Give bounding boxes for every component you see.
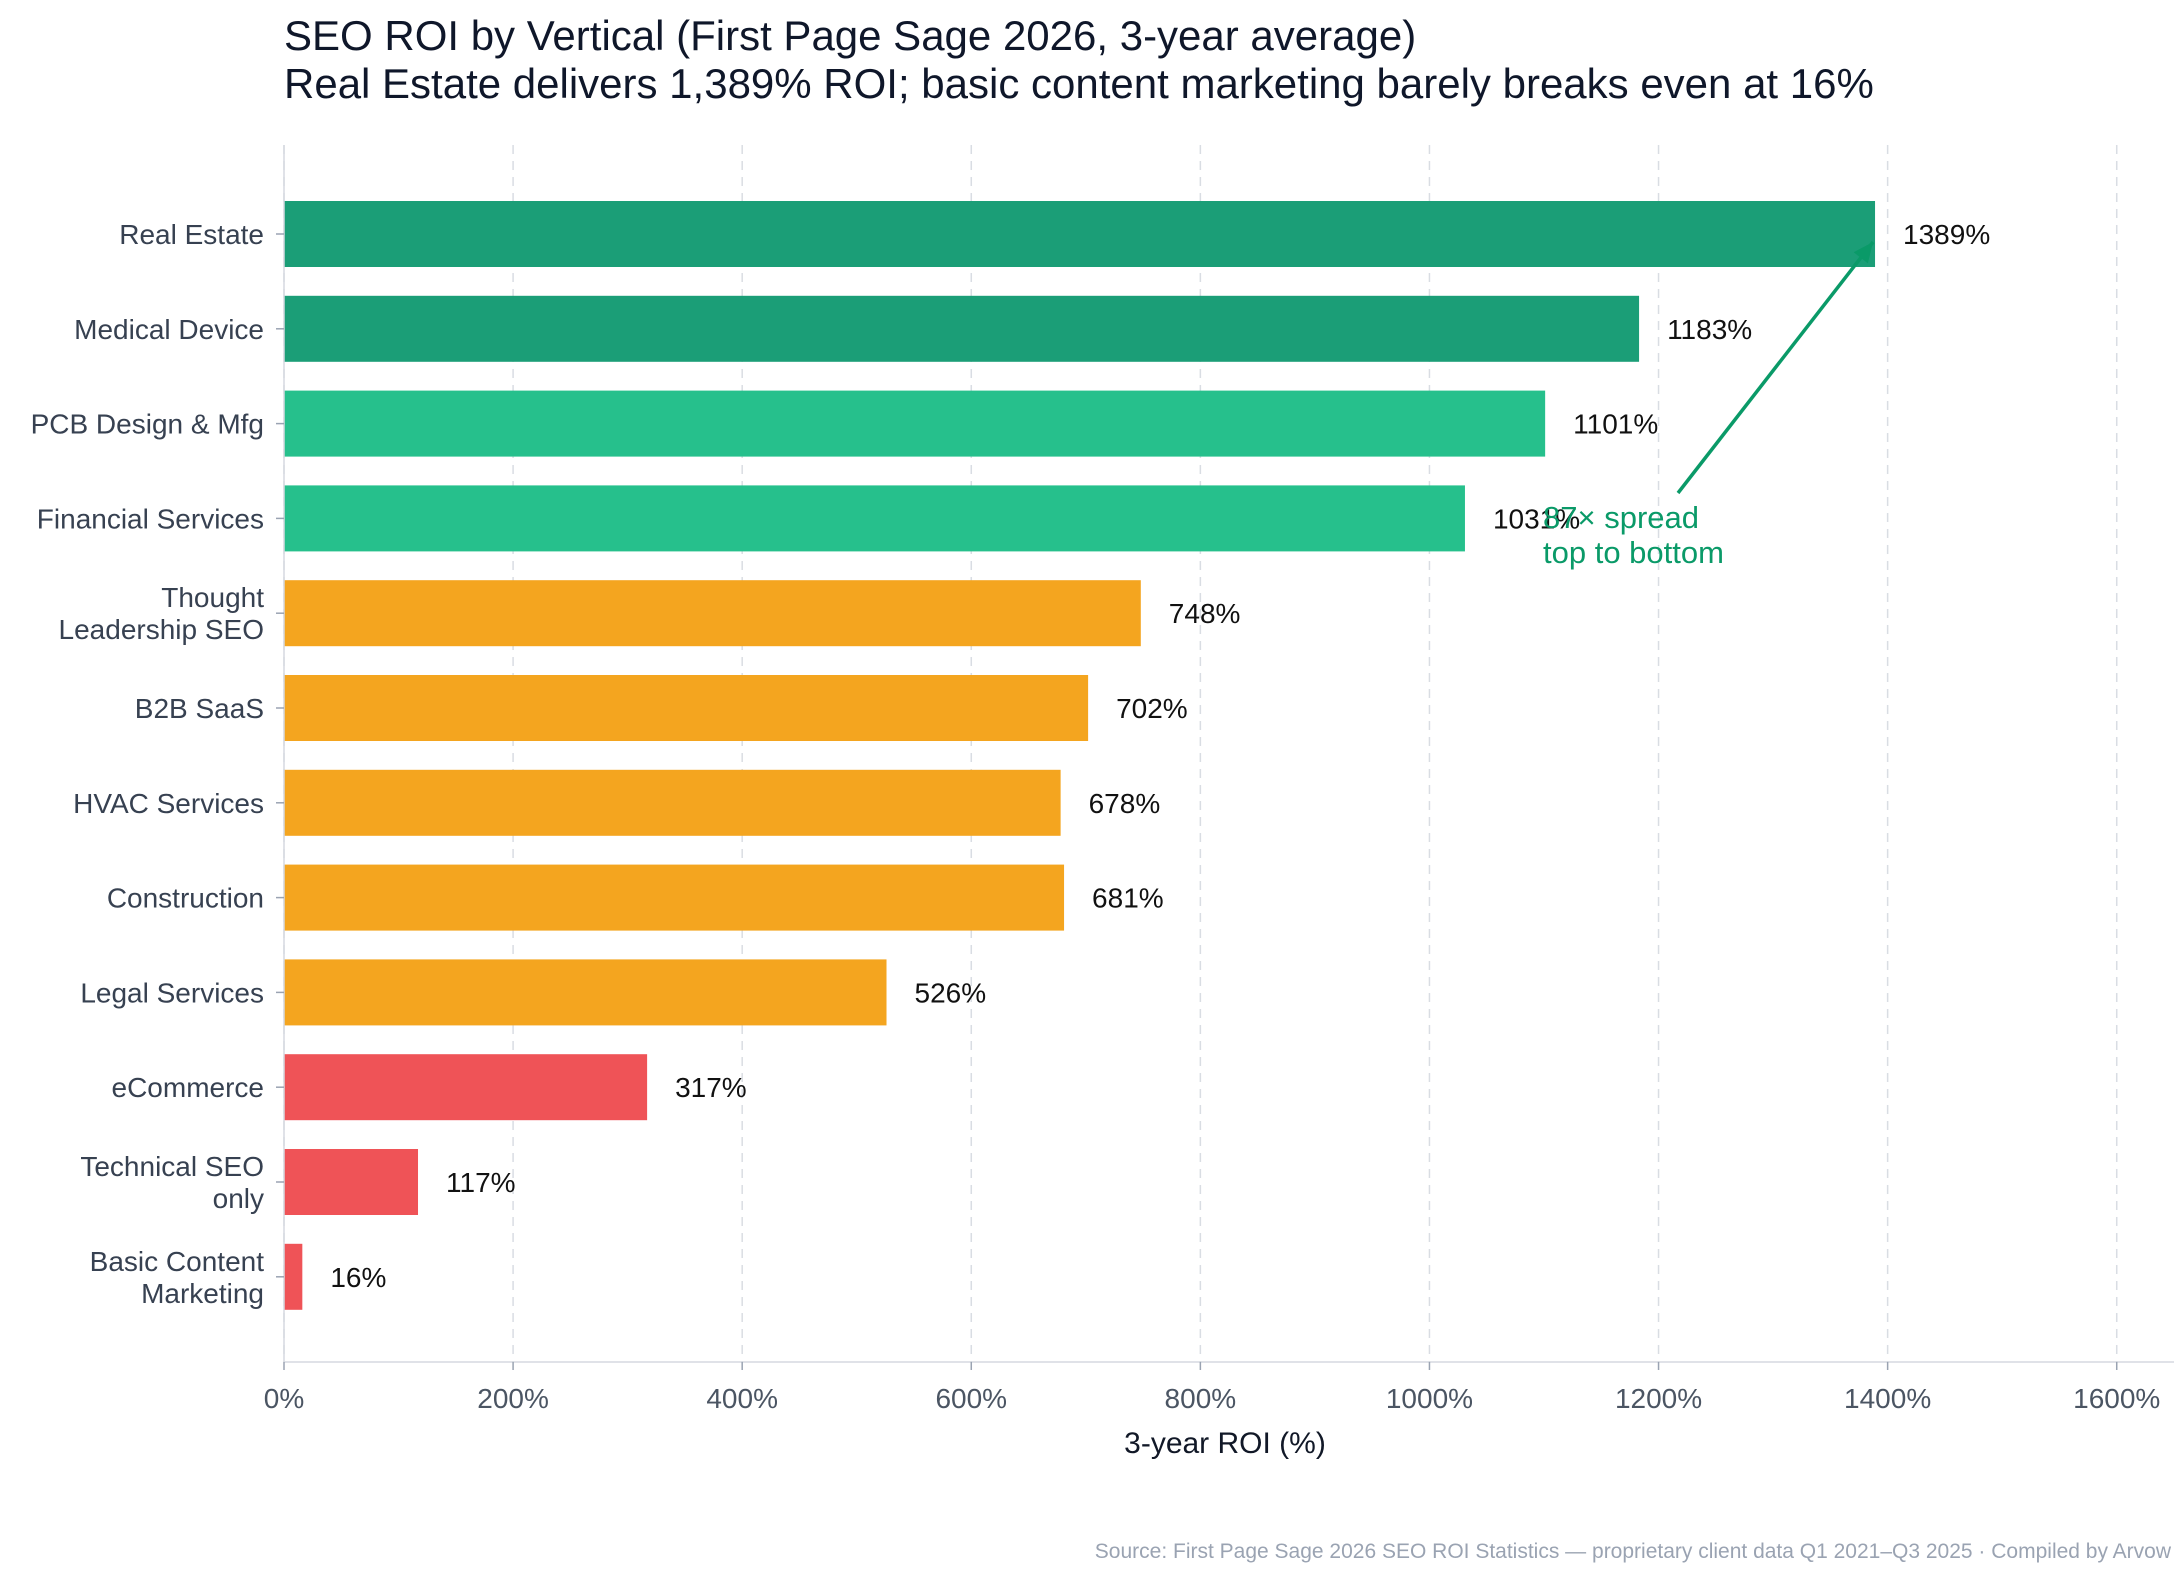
category-label: B2B SaaS <box>135 693 264 724</box>
category-label-line: Medical Device <box>74 314 264 345</box>
category-label: Technical SEO only <box>80 1151 264 1214</box>
chart-title: SEO ROI by Vertical (First Page Sage 202… <box>284 12 1417 59</box>
category-label: Real Estate <box>119 219 264 250</box>
category-label-line: Marketing <box>141 1278 264 1309</box>
bar <box>284 769 1061 836</box>
annotation-text-line: 87× spread <box>1543 500 1699 535</box>
category-label-line: HVAC Services <box>73 788 264 819</box>
category-label-line: only <box>213 1183 264 1214</box>
value-label: 678% <box>1089 788 1161 819</box>
value-label: 526% <box>915 977 987 1008</box>
x-tick-label: 200% <box>477 1383 549 1414</box>
x-tick-label: 1600% <box>2073 1383 2160 1414</box>
x-tick-label: 600% <box>935 1383 1007 1414</box>
bar <box>284 1149 419 1215</box>
category-label-line: Thought <box>161 582 264 613</box>
annotation-arrow <box>1676 240 1875 495</box>
category-label: Legal Services <box>80 977 264 1008</box>
annotation-text-line: top to bottom <box>1543 535 1724 570</box>
category-label-line: Basic Content <box>90 1246 265 1277</box>
category-label-line: Legal Services <box>80 977 264 1008</box>
value-label: 117% <box>446 1167 516 1198</box>
value-label: 748% <box>1169 598 1241 629</box>
category-label-line: eCommerce <box>112 1072 264 1103</box>
annotation: 87× spread top to bottom <box>1543 240 1875 570</box>
category-label: Medical Device <box>74 314 264 345</box>
category-label: eCommerce <box>112 1072 264 1103</box>
axes: 0% 200% 400% 600% 800% 1000% 1200% 1400% 1600% 3-… <box>31 145 2174 1460</box>
bar <box>284 390 1546 457</box>
value-labels: 1389% 1183% 1101% 1031% 748% 702% 678% 681% 526%… <box>330 219 1990 1293</box>
bar <box>284 1054 648 1121</box>
value-label: 681% <box>1092 883 1164 914</box>
source-note: Source: First Page Sage 2026 SEO ROI Sta… <box>1094 1540 2171 1563</box>
bars <box>284 201 1876 1310</box>
value-label: 702% <box>1116 693 1188 724</box>
bar <box>284 485 1465 552</box>
bar <box>284 959 887 1026</box>
bar <box>284 201 1876 267</box>
x-tick-label: 0% <box>264 1383 304 1414</box>
category-label: HVAC Services <box>73 788 264 819</box>
x-tick-label: 400% <box>706 1383 778 1414</box>
category-label: Basic Content Marketing <box>90 1246 265 1309</box>
category-label-line: Construction <box>107 883 264 914</box>
value-label: 1389% <box>1903 219 1990 250</box>
value-label: 1031% <box>1493 503 1580 534</box>
category-label-line: B2B SaaS <box>135 693 264 724</box>
value-label: 16% <box>330 1262 386 1293</box>
bar <box>284 1243 303 1310</box>
category-label: Financial Services <box>37 503 264 534</box>
category-label-line: Leadership SEO <box>59 614 264 645</box>
value-label: 1183% <box>1667 314 1752 345</box>
category-label: Construction <box>107 883 264 914</box>
x-tick-label: 800% <box>1165 1383 1237 1414</box>
chart-subtitle: Real Estate delivers 1,389% ROI; basic c… <box>284 60 1874 107</box>
x-axis-label: 3-year ROI (%) <box>1124 1427 1326 1460</box>
annotation-arrowhead <box>1853 242 1874 264</box>
bar <box>284 864 1065 931</box>
category-label-line: Financial Services <box>37 503 264 534</box>
value-label: 1101% <box>1573 409 1658 440</box>
x-tick-label: 1400% <box>1844 1383 1931 1414</box>
annotation-text: 87× spread top to bottom <box>1543 500 1724 570</box>
bar <box>284 295 1640 362</box>
category-label-line: Technical SEO <box>80 1151 264 1182</box>
category-label-line: PCB Design & Mfg <box>31 409 264 440</box>
bar <box>284 675 1089 741</box>
bar <box>284 580 1141 647</box>
value-label: 317% <box>675 1072 747 1103</box>
x-tick-label: 1000% <box>1386 1383 1473 1414</box>
category-label: PCB Design & Mfg <box>31 409 264 440</box>
category-label-line: Real Estate <box>119 219 264 250</box>
category-label: Thought Leadership SEO <box>59 582 265 645</box>
x-tick-label: 1200% <box>1615 1383 1702 1414</box>
